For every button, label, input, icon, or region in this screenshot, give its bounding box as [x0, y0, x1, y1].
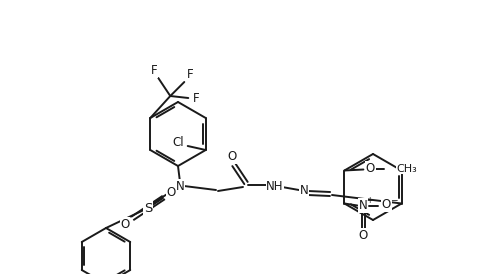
Text: N: N [300, 184, 308, 198]
Text: S: S [144, 201, 152, 215]
Text: F: F [151, 64, 158, 78]
Text: O: O [366, 162, 375, 175]
Text: O: O [166, 185, 175, 198]
Text: N: N [176, 179, 184, 193]
Text: +: + [366, 196, 372, 205]
Text: O: O [382, 198, 391, 211]
Text: Cl: Cl [172, 136, 184, 150]
Text: CH₃: CH₃ [396, 164, 417, 173]
Text: F: F [187, 68, 194, 81]
Text: F: F [193, 92, 200, 104]
Text: N: N [359, 199, 368, 212]
Text: O: O [228, 150, 236, 164]
Text: O: O [120, 218, 130, 230]
Text: O: O [359, 229, 368, 242]
Text: −: − [390, 195, 397, 204]
Text: NH: NH [266, 179, 284, 193]
